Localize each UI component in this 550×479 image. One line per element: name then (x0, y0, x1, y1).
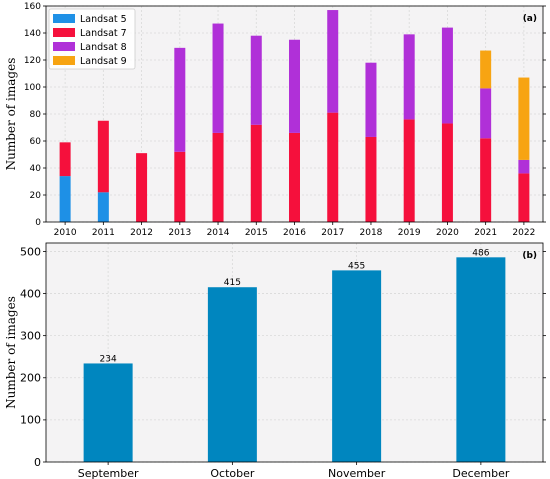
legend: Landsat 5 Landsat 7 Landsat 8 Landsat 9 (48, 8, 136, 70)
bar-landsat-7-2013 (174, 151, 186, 222)
bar-landsat-9-2021 (480, 50, 492, 89)
y-tick-label: 400 (20, 287, 41, 300)
x-tick-label: 2022 (512, 228, 535, 238)
y-tick-label: 120 (24, 56, 41, 66)
y-tick-label: 300 (20, 330, 41, 343)
bar-landsat-7-2022 (518, 173, 530, 222)
legend-box (48, 8, 136, 70)
y-axis-label: Number of images (4, 58, 18, 171)
x-tick-label: November (328, 467, 386, 479)
data-label: 455 (348, 261, 365, 271)
y-axis-label: Number of images (4, 296, 18, 409)
bar-landsat-7-2015 (250, 124, 262, 222)
x-tick-label: December (452, 467, 510, 479)
x-tick-label: 2013 (168, 228, 191, 238)
panel-label: (b) (522, 251, 537, 261)
y-tick-label: 40 (30, 164, 42, 174)
legend-swatch (53, 56, 75, 65)
bar-september (83, 363, 133, 462)
x-tick-label: 2020 (436, 228, 459, 238)
panel-label: (a) (523, 14, 537, 24)
legend-label: Landsat 9 (80, 56, 127, 67)
bar-landsat-7-2012 (136, 153, 148, 222)
bar-landsat-7-2018 (365, 136, 377, 222)
legend-label: Landsat 8 (80, 42, 127, 53)
y-tick-label: 80 (30, 110, 42, 120)
y-tick-label: 200 (20, 372, 41, 385)
legend-label: Landsat 5 (80, 14, 127, 25)
bar-november (332, 270, 382, 462)
bar-landsat-7-2019 (403, 119, 415, 222)
legend-label: Landsat 7 (80, 28, 127, 39)
bar-landsat-9-2022 (518, 77, 530, 160)
y-tick-label: 100 (24, 83, 41, 93)
bar-landsat-7-2010 (59, 142, 71, 177)
bar-landsat-7-2020 (441, 123, 453, 222)
bar-landsat-8-2020 (441, 27, 453, 124)
bar-landsat-8-2014 (212, 23, 224, 133)
data-label: 234 (100, 354, 117, 364)
x-tick-label: October (210, 467, 254, 479)
x-tick-label: 2019 (398, 228, 421, 238)
data-label: 486 (472, 248, 489, 258)
bar-landsat-8-2019 (403, 34, 415, 120)
x-tick-label: 2014 (207, 228, 230, 238)
y-tick-label: 0 (34, 456, 41, 469)
bar-landsat-8-2022 (518, 159, 530, 174)
data-label: 415 (224, 278, 241, 288)
x-tick-label: 2016 (283, 228, 306, 238)
x-tick-label: 2021 (474, 228, 497, 238)
legend-swatch (53, 28, 75, 37)
y-tick-label: 500 (20, 245, 41, 258)
legend-swatch (53, 42, 75, 51)
bar-landsat-5-2010 (59, 176, 71, 222)
bar-landsat-7-2017 (327, 112, 339, 222)
x-tick-label: 2010 (54, 228, 77, 238)
bar-landsat-5-2011 (97, 192, 109, 222)
bar-landsat-8-2018 (365, 62, 377, 137)
bar-landsat-8-2015 (250, 35, 262, 125)
bar-landsat-7-2021 (480, 138, 492, 222)
y-tick-label: 160 (24, 2, 41, 12)
plot-frame (45, 242, 544, 463)
chart-panel-2: 234 415 455 486 0 100 200 300 400 500 September Oct… (4, 242, 546, 479)
bar-landsat-8-2021 (480, 88, 492, 139)
bar-landsat-7-2014 (212, 132, 224, 222)
y-tick-label: 60 (30, 137, 42, 147)
bar-landsat-7-2011 (97, 120, 109, 193)
legend-swatch (53, 14, 75, 23)
x-tick-label: 2018 (360, 228, 383, 238)
y-tick-label: 100 (20, 414, 41, 427)
bar-landsat-8-2016 (289, 39, 300, 133)
x-tick-label: 2012 (130, 228, 153, 238)
bar-october (207, 287, 257, 462)
bar-landsat-8-2017 (327, 10, 339, 113)
chart-panel-1: 0 20 40 60 80 100 120 140 160 2010 2011 2012 2013 201… (4, 2, 546, 238)
x-tick-label: 2017 (321, 228, 344, 238)
y-tick-label: 20 (30, 191, 42, 201)
x-tick-label: September (78, 467, 139, 479)
x-tick-label: 2011 (92, 228, 115, 238)
bar-landsat-7-2016 (289, 132, 300, 222)
y-tick-label: 0 (35, 218, 41, 228)
y-tick-label: 140 (24, 29, 41, 39)
x-tick-label: 2015 (245, 228, 268, 238)
bar-december (456, 257, 506, 462)
bar-landsat-8-2013 (174, 47, 186, 152)
